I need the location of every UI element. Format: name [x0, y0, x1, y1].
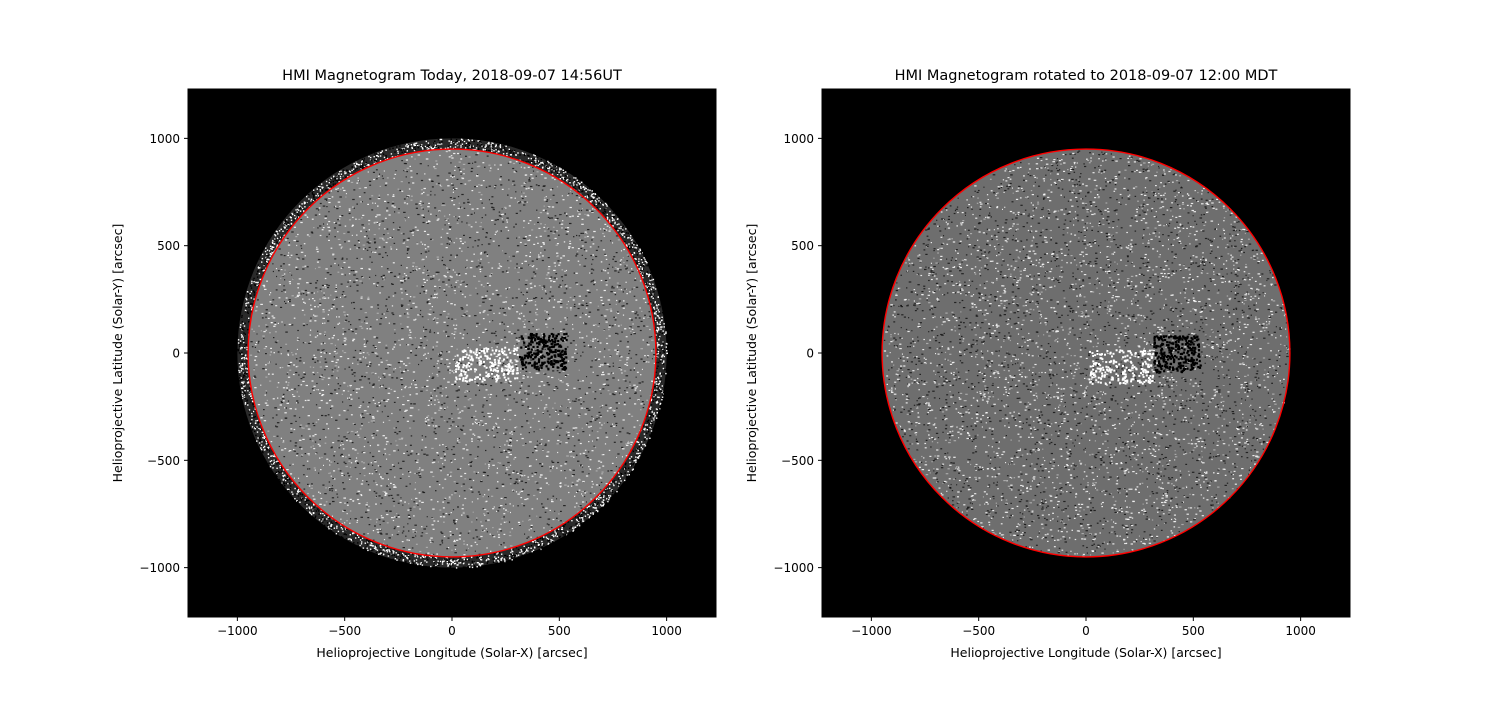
x-tick-label: 0	[448, 624, 456, 638]
x-tick-label: 500	[1182, 624, 1205, 638]
y-tick-label: 500	[791, 239, 814, 253]
y-tick-label: 1000	[783, 132, 814, 146]
right-magnetogram-chart: HMI Magnetogram rotated to 2018-09-07 12…	[634, 0, 1374, 700]
x-tick-label: −500	[962, 624, 995, 638]
y-tick-label: 0	[806, 347, 814, 361]
y-axis-label: Helioprojective Latitude (Solar-Y) [arcs…	[744, 224, 759, 483]
y-tick-label: 1000	[149, 132, 180, 146]
x-tick-label: 0	[1082, 624, 1090, 638]
left-magnetogram-chart: HMI Magnetogram Today, 2018-09-07 14:56U…	[0, 0, 740, 700]
solar-disk	[248, 149, 656, 557]
x-tick-label: −500	[328, 624, 361, 638]
y-tick-label: 500	[157, 239, 180, 253]
chart-title: HMI Magnetogram rotated to 2018-09-07 12…	[895, 68, 1278, 84]
left-figure-panel: HMI Magnetogram Today, 2018-09-07 14:56U…	[0, 0, 740, 700]
y-tick-label: −1000	[139, 561, 180, 575]
x-axis-label: Helioprojective Longitude (Solar-X) [arc…	[950, 645, 1221, 660]
solar-disk	[882, 149, 1290, 557]
x-axis-label: Helioprojective Longitude (Solar-X) [arc…	[316, 645, 587, 660]
y-tick-label: −500	[147, 454, 180, 468]
y-tick-label: 0	[172, 347, 180, 361]
x-tick-label: −1000	[217, 624, 258, 638]
x-tick-label: −1000	[851, 624, 892, 638]
magnetogram-image	[882, 149, 1291, 557]
y-tick-label: −500	[781, 454, 814, 468]
right-figure-panel: HMI Magnetogram rotated to 2018-09-07 12…	[634, 0, 1374, 700]
magnetogram-image	[237, 138, 668, 568]
y-axis-label: Helioprojective Latitude (Solar-Y) [arcs…	[110, 224, 125, 483]
chart-title: HMI Magnetogram Today, 2018-09-07 14:56U…	[282, 68, 622, 84]
x-tick-label: 500	[548, 624, 571, 638]
x-tick-label: 1000	[1285, 624, 1316, 638]
y-tick-label: −1000	[773, 561, 814, 575]
